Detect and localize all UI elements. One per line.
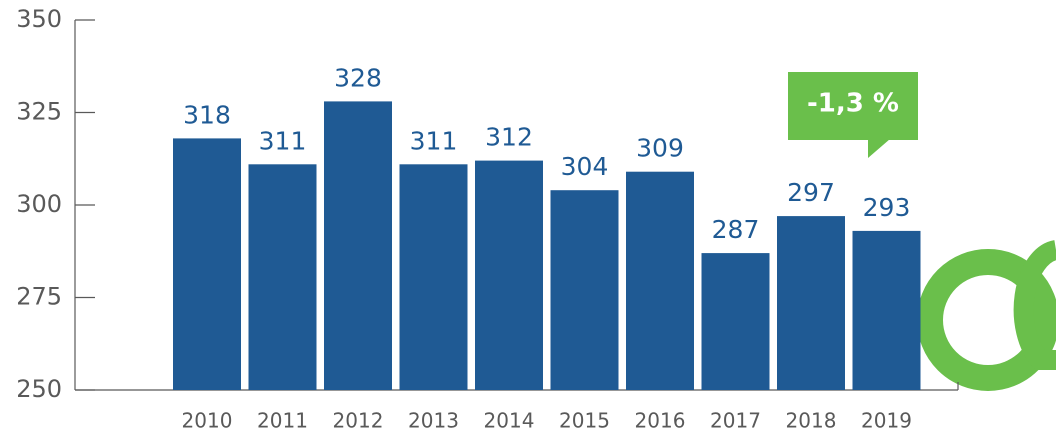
y-tick-label: 325: [16, 98, 62, 126]
x-tick-label: 2011: [257, 409, 308, 433]
value-label: 297: [787, 178, 835, 207]
x-tick-label: 2013: [408, 409, 459, 433]
value-label: 311: [259, 126, 307, 155]
bar: [475, 160, 543, 390]
decor-glyph: [1013, 240, 1056, 370]
x-tick-label: 2015: [559, 409, 610, 433]
bar: [701, 253, 770, 390]
bar: [173, 138, 241, 390]
value-label: 304: [561, 152, 609, 181]
x-tick-label: 2017: [710, 409, 761, 433]
y-tick-label: 300: [16, 190, 62, 218]
annotation-text: -1,3 %: [807, 89, 899, 119]
value-label: 293: [863, 193, 911, 222]
value-label: 312: [485, 123, 533, 152]
annotation-box: [788, 72, 918, 140]
x-tick-label: 2010: [182, 409, 233, 433]
decor-ring: [917, 249, 1056, 391]
bar: [324, 101, 392, 391]
y-tick-label: 250: [16, 375, 62, 403]
bar: [550, 190, 619, 390]
decoration: [917, 240, 1056, 391]
y-tick-label: 275: [16, 283, 62, 311]
bar: [777, 216, 845, 390]
annotation: -1,3 %: [788, 72, 918, 158]
value-label: 287: [712, 215, 760, 244]
annotation-pointer: [868, 139, 890, 158]
x-tick-label: 2019: [861, 409, 912, 433]
x-tick-label: 2012: [333, 409, 384, 433]
value-label: 311: [410, 126, 458, 155]
y-tick-label: 350: [16, 5, 62, 33]
bar: [626, 171, 694, 390]
bar: [852, 230, 921, 390]
value-label: 328: [334, 63, 382, 92]
value-label: 309: [636, 134, 684, 163]
x-tick-label: 2018: [786, 409, 837, 433]
bar: [248, 164, 317, 390]
value-label: 318: [183, 100, 231, 129]
x-tick-label: 2016: [635, 409, 686, 433]
bar: [399, 164, 468, 390]
x-tick-label: 2014: [484, 409, 535, 433]
